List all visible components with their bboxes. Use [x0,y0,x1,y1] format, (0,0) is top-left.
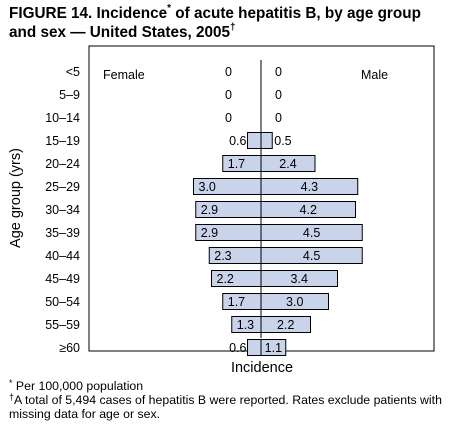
category-label: 55–59 [45,318,80,332]
data-label-female: 3.0 [199,180,216,194]
footnote-dagger: † [9,392,15,402]
footnote-text: Per 100,000 population [12,379,144,393]
data-label-male: 4.5 [303,226,320,240]
bar-male [260,132,273,149]
data-label-female: 2.3 [214,249,231,263]
category-label: 50–54 [45,295,80,309]
data-label-male: 3.4 [291,272,308,286]
data-label-female: 2.2 [217,272,234,286]
data-label-female: 2.9 [201,203,218,217]
data-label-male: 0 [275,111,282,125]
legend-female: Female [103,68,145,82]
footnote-cases-reported: †A total of 5,494 cases of hepatitis B w… [9,392,449,422]
title-dagger: † [230,22,236,33]
footnote-text: A total of 5,494 cases of hepatitis B we… [9,393,442,421]
bar-male [260,339,287,356]
title-text-rest: of acute hepatitis B, by age group and s… [9,5,421,41]
data-label-female: 0 [225,65,232,79]
data-label-female: 0 [225,88,232,102]
footnote-asterisk: * [9,378,13,388]
category-label: 45–49 [45,272,80,286]
data-label-male: 4.2 [300,203,317,217]
data-label-female: 1.7 [228,157,245,171]
data-label-male: 0 [275,88,282,102]
category-label: 40–44 [45,249,80,263]
figure-title: FIGURE 14. Incidence* of acute hepatitis… [9,4,447,42]
category-label: ≥60 [59,341,80,355]
data-label-female: 0 [225,111,232,125]
data-label-male: 0.5 [274,134,291,148]
data-label-male: 2.4 [279,157,296,171]
data-label-male: 0 [275,65,282,79]
category-label: 25–29 [45,180,80,194]
title-text: FIGURE 14. Incidence [9,5,168,22]
data-label-male: 4.5 [303,249,320,263]
title-asterisk: * [167,3,172,14]
bar-female [247,339,262,356]
footnote-per-100000: * Per 100,000 population [9,378,144,394]
category-label: 5–9 [59,88,80,102]
data-label-female: 2.9 [201,226,218,240]
data-label-female: 1.3 [237,318,254,332]
data-label-male: 3.0 [286,295,303,309]
data-label-male: 2.2 [277,318,294,332]
category-label: 20–24 [45,157,80,171]
data-label-female: 0.6 [229,134,246,148]
x-axis-label: Incidence [231,360,293,376]
data-label-male: 1.1 [265,341,282,355]
category-label: 10–14 [45,111,80,125]
category-label: 30–34 [45,203,80,217]
category-label: 15–19 [45,134,80,148]
bar-female [247,132,262,149]
data-label-male: 4.3 [301,180,318,194]
data-label-female: 0.6 [229,341,246,355]
category-label: <5 [66,65,80,79]
data-label-female: 1.7 [228,295,245,309]
y-axis-label: Age group (yrs) [8,148,24,248]
category-label: 35–39 [45,226,80,240]
legend-male: Male [361,68,388,82]
